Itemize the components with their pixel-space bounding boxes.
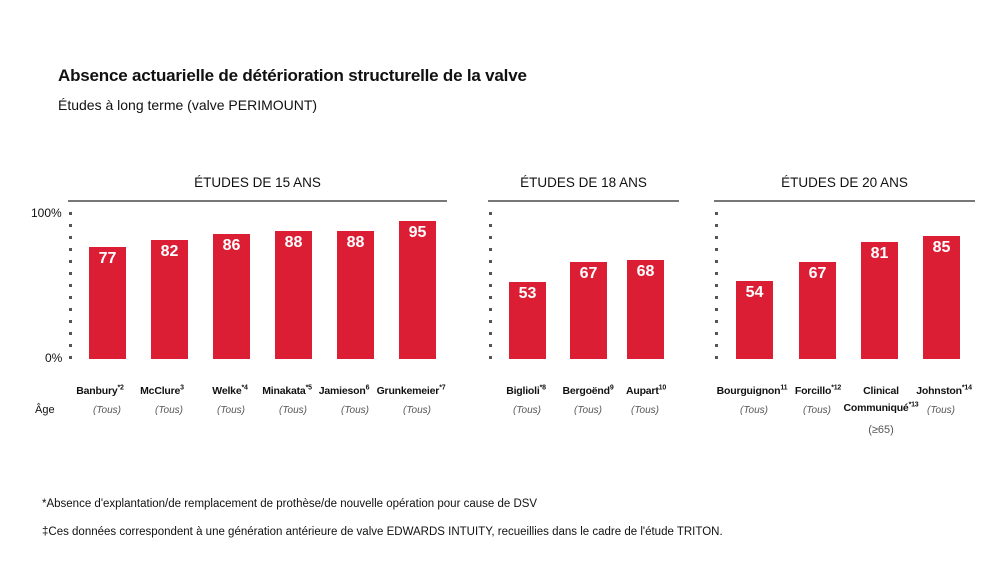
panel-top-line (488, 200, 679, 202)
age-label: (Tous) (279, 405, 307, 416)
age-label: (Tous) (513, 405, 541, 416)
category-label: Bergoënd9 (562, 383, 613, 400)
reference-superscript: *12 (831, 384, 842, 392)
bar-value-label: 68 (636, 263, 655, 281)
y-tick-0: 0% (45, 351, 63, 365)
reference-superscript: *2 (117, 384, 124, 392)
reference-superscript: *7 (439, 384, 446, 392)
category-name: Biglioli (506, 385, 540, 397)
category-label: Bourguignon11 (717, 383, 788, 400)
bar (213, 234, 250, 359)
category-label: Clinical Communiqué*13 (839, 383, 923, 417)
age-label: Âge (35, 404, 55, 416)
category-label: Forcillo*12 (795, 383, 841, 400)
bar-value-label: 88 (284, 234, 303, 252)
panel-top-line (68, 200, 447, 202)
category-name: Minakata (262, 385, 306, 397)
age-label: (Tous) (740, 405, 768, 416)
y-axis-dots (69, 212, 72, 362)
category-name: McClure (140, 385, 181, 397)
category-name: Bourguignon (716, 385, 781, 397)
bar (799, 261, 836, 359)
category-name: Johnston (916, 385, 962, 397)
reference-superscript: *14 (961, 384, 972, 392)
bar-value-label: 82 (160, 243, 179, 261)
panel-title: ÉTUDES DE 15 ANS (194, 175, 321, 190)
category-name: Aupart (625, 385, 659, 397)
category-name: Bergoënd (562, 385, 610, 397)
bar (89, 247, 126, 359)
bar (570, 261, 607, 359)
bar-value-label: 67 (808, 264, 827, 282)
chart-subtitle: Études à long terme (valve PERIMOUNT) (58, 97, 318, 113)
bar (861, 241, 898, 359)
panel-top-line (714, 200, 975, 202)
reference-superscript: 11 (780, 384, 788, 392)
bar (275, 231, 312, 359)
y-axis-dots (489, 212, 492, 362)
bar-value-label: 81 (870, 244, 889, 262)
age-label: (Tous) (155, 405, 183, 416)
reference-superscript: 3 (180, 384, 184, 392)
bar-value-label: 53 (518, 285, 537, 303)
bar-value-label: 54 (745, 283, 764, 301)
category-label: Johnston*14 (916, 383, 972, 400)
category-label: Banbury*2 (76, 383, 124, 400)
category-name: Welke (212, 385, 242, 397)
category-label: Aupart10 (626, 383, 666, 400)
bar (337, 231, 374, 359)
age-label: (Tous) (217, 405, 245, 416)
age-extra-label: (≥65) (868, 424, 894, 436)
bar-value-label: 95 (408, 224, 427, 242)
bar-value-label: 86 (222, 237, 241, 255)
category-label: Grunkemeier*7 (377, 383, 446, 400)
age-label: (Tous) (574, 405, 602, 416)
category-name: Banbury (76, 385, 118, 397)
category-label: Biglioli*8 (506, 383, 546, 400)
reference-superscript: *8 (539, 384, 546, 392)
y-tick-100: 100% (31, 206, 62, 220)
age-label: (Tous) (403, 405, 431, 416)
bar-value-label: 77 (98, 250, 117, 268)
category-name: Jamieson (318, 385, 366, 397)
bar (627, 260, 664, 359)
bar-value-label: 85 (932, 238, 951, 256)
reference-superscript: *13 (908, 401, 919, 409)
bar (923, 235, 960, 359)
bar (151, 240, 188, 359)
reference-superscript: 6 (365, 384, 370, 392)
category-label: McClure3 (140, 383, 184, 400)
reference-superscript: *5 (305, 384, 312, 392)
bar (399, 221, 436, 359)
bar-value-label: 67 (579, 264, 598, 282)
bar (509, 282, 546, 359)
reference-superscript: *4 (241, 384, 248, 392)
category-name: Clinical Communiqué (843, 385, 909, 414)
bar (736, 280, 773, 359)
panel-title: ÉTUDES DE 18 ANS (520, 175, 647, 190)
age-label: (Tous) (803, 405, 831, 416)
age-label: (Tous) (341, 405, 369, 416)
category-label: Welke*4 (212, 383, 248, 400)
category-name: Forcillo (794, 385, 832, 397)
category-label: Jamieson6 (319, 383, 370, 400)
bar-value-label: 88 (346, 234, 365, 252)
reference-superscript: 9 (609, 384, 614, 392)
age-label: (Tous) (927, 405, 955, 416)
footnote-2: ‡Ces données correspondent à une générat… (42, 526, 723, 538)
chart-title: Absence actuarielle de détérioration str… (58, 66, 527, 85)
y-axis-dots (715, 212, 718, 362)
category-name: Grunkemeier (376, 385, 440, 397)
footnote-1: *Absence d'explantation/de remplacement … (42, 498, 538, 510)
category-label: Minakata*5 (262, 383, 312, 400)
reference-superscript: 10 (658, 384, 667, 392)
panel-title: ÉTUDES DE 20 ANS (781, 175, 908, 190)
age-label: (Tous) (93, 405, 121, 416)
age-label: (Tous) (631, 405, 659, 416)
